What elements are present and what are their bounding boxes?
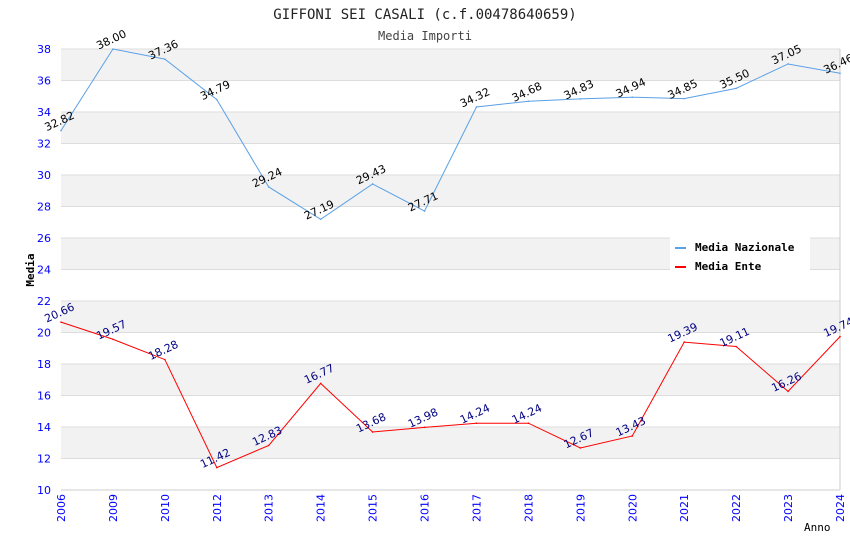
y-tick-label: 20 — [37, 327, 51, 340]
data-point — [319, 218, 322, 221]
x-tick-label: 2021 — [678, 494, 691, 522]
series-line-1 — [60, 321, 841, 469]
grid-band — [61, 332, 840, 364]
x-tick-label: 2019 — [574, 494, 587, 522]
y-tick-label: 34 — [37, 106, 51, 119]
data-point — [735, 345, 737, 348]
data-point — [475, 106, 478, 108]
grid-band — [61, 206, 840, 238]
data-point — [475, 422, 478, 425]
x-tick-label: 2014 — [315, 494, 328, 522]
x-tick-label: 2016 — [419, 494, 432, 522]
data-point — [319, 382, 322, 385]
data-point — [631, 96, 634, 98]
y-tick-label: 10 — [37, 484, 51, 497]
legend-swatch-ente — [675, 266, 686, 268]
data-point — [267, 444, 270, 447]
legend-swatch-nazionale — [675, 247, 686, 249]
data-point — [631, 435, 634, 437]
x-tick-label: 2013 — [263, 494, 276, 522]
y-tick-label: 14 — [37, 421, 51, 434]
x-tick-label: 2012 — [211, 494, 224, 522]
data-point — [579, 447, 582, 449]
y-tick-label: 26 — [37, 232, 51, 245]
y-tick-label: 22 — [37, 295, 51, 308]
y-tick-label: 30 — [37, 169, 51, 182]
data-point — [683, 341, 685, 343]
y-tick-label: 18 — [37, 358, 51, 371]
data-point — [112, 338, 114, 341]
grid-band — [61, 175, 840, 207]
legend-label-nazionale: Media Nazionale — [695, 241, 795, 254]
data-point — [787, 63, 789, 65]
data-point — [735, 87, 737, 90]
series-line-0 — [60, 48, 841, 220]
x-tick-label: 2022 — [730, 494, 743, 522]
x-tick-label: 2015 — [367, 494, 380, 522]
data-point — [839, 72, 841, 75]
data-point — [216, 98, 218, 101]
grid-band — [61, 112, 840, 144]
y-tick-label: 24 — [37, 264, 51, 277]
data-point — [112, 48, 114, 50]
y-axis-label: Media — [24, 253, 37, 286]
data-point — [164, 358, 166, 361]
grid-band — [61, 395, 840, 427]
grid-band — [61, 364, 840, 396]
data-point — [839, 335, 841, 338]
y-tick-label: 12 — [37, 453, 51, 466]
grid-band — [61, 458, 840, 490]
data-point — [60, 129, 62, 132]
data-point — [216, 466, 218, 469]
grid-band — [61, 80, 840, 112]
data-point — [527, 100, 530, 103]
x-tick-label: 2024 — [834, 494, 847, 522]
data-point — [371, 183, 374, 185]
data-point — [579, 98, 582, 100]
legend-label-ente: Media Ente — [695, 260, 762, 273]
data-point — [527, 422, 530, 425]
data-point — [787, 390, 789, 393]
data-point — [371, 431, 374, 433]
y-tick-label: 36 — [37, 75, 51, 88]
chart-title: GIFFONI SEI CASALI (c.f.00478640659) — [273, 7, 576, 23]
grid-band — [61, 301, 840, 333]
x-tick-label: 2018 — [522, 494, 535, 522]
grid-band — [61, 427, 840, 459]
x-tick-label: 2023 — [782, 494, 795, 522]
data-point — [60, 321, 62, 323]
x-axis-label: Anno — [804, 521, 831, 534]
x-tick-label: 2006 — [55, 494, 68, 522]
data-point — [164, 58, 166, 60]
grid-band — [61, 49, 840, 81]
data-point — [423, 426, 426, 429]
y-tick-label: 38 — [37, 43, 51, 56]
data-point — [683, 97, 685, 100]
x-tick-label: 2010 — [159, 494, 172, 522]
x-tick-label: 2009 — [107, 494, 120, 522]
y-tick-label: 32 — [37, 138, 51, 151]
y-tick-label: 16 — [37, 390, 51, 403]
chart-subtitle: Media Importi — [378, 29, 472, 43]
legend: Media Nazionale Media Ente — [670, 236, 810, 276]
data-point — [267, 186, 270, 188]
y-tick-label: 28 — [37, 201, 51, 214]
data-point — [423, 210, 426, 212]
x-tick-label: 2017 — [470, 494, 483, 522]
x-tick-label: 2020 — [626, 494, 639, 522]
